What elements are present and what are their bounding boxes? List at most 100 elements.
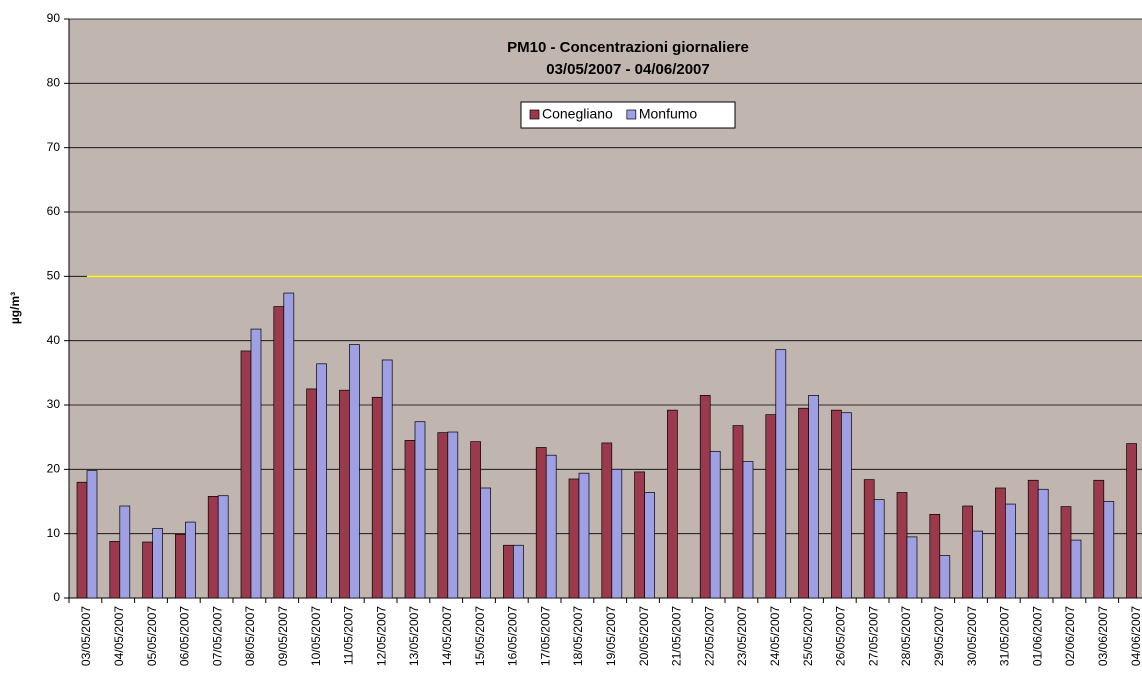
legend-swatch (626, 109, 637, 120)
x-tick-label: 23/05/2007 (735, 606, 749, 666)
x-tick-label: 21/05/2007 (670, 606, 684, 666)
x-tick-label: 31/05/2007 (998, 606, 1012, 666)
bar (119, 505, 131, 599)
bar (841, 412, 852, 599)
bar (568, 478, 580, 599)
x-tick-label: 08/05/2007 (243, 606, 257, 666)
y-tick-label: 70 (47, 140, 61, 154)
x-tick-label: 19/05/2007 (604, 606, 618, 666)
x-tick-label: 01/06/2007 (1030, 606, 1044, 666)
y-tick-label: 30 (47, 397, 61, 411)
legend-label: Conegliano (542, 106, 613, 122)
x-tick-label: 22/05/2007 (702, 606, 716, 666)
bar (873, 499, 885, 599)
bar (1126, 443, 1137, 599)
x-tick-label: 24/05/2007 (768, 606, 782, 666)
bar (929, 514, 941, 599)
bar (644, 492, 655, 599)
chart-title: PM10 - Concentrazioni giornaliere (507, 39, 749, 56)
bar (414, 421, 426, 599)
bar (535, 447, 547, 599)
bar (175, 533, 186, 599)
x-tick-label: 28/05/2007 (899, 606, 913, 666)
bar (1005, 503, 1016, 599)
bar (995, 487, 1006, 599)
bar (447, 431, 459, 599)
x-tick-label: 02/06/2007 (1063, 606, 1077, 666)
bar (1070, 539, 1082, 599)
bar (939, 555, 951, 599)
x-tick-label: 05/05/2007 (145, 606, 159, 666)
bar (1060, 506, 1072, 599)
bar (972, 530, 983, 599)
bar (667, 409, 678, 599)
bar (1037, 488, 1049, 599)
x-tick-label: 15/05/2007 (473, 606, 487, 666)
legend-swatch (529, 109, 540, 120)
x-tick-label: 25/05/2007 (801, 606, 815, 666)
bar (863, 479, 875, 599)
bar (283, 292, 295, 599)
bar (152, 528, 163, 599)
y-tick-label: 40 (47, 333, 61, 347)
y-tick-label: 0 (53, 590, 60, 604)
x-tick-label: 29/05/2007 (932, 606, 946, 666)
bar (404, 440, 416, 599)
bar (798, 407, 809, 599)
bar (1027, 479, 1039, 599)
bar (217, 495, 229, 599)
bar (775, 349, 787, 599)
bar (742, 461, 754, 599)
x-tick-label: 18/05/2007 (571, 606, 585, 666)
bar (503, 544, 514, 599)
y-axis-label: µg/m³ (8, 292, 22, 324)
bar (906, 536, 918, 599)
x-tick-label: 03/05/2007 (79, 606, 93, 666)
bar (142, 541, 153, 599)
x-tick-label: 16/05/2007 (506, 606, 520, 666)
bar (273, 306, 285, 599)
bar (76, 481, 88, 599)
x-tick-label: 14/05/2007 (440, 606, 454, 666)
y-tick-label: 80 (47, 76, 61, 90)
bar (634, 471, 645, 599)
bar (349, 344, 360, 599)
x-tick-label: 09/05/2007 (276, 606, 290, 666)
bar (306, 388, 317, 599)
bar (709, 450, 721, 599)
bar (381, 359, 393, 599)
x-tick-label: 13/05/2007 (407, 606, 421, 666)
bar (578, 472, 590, 599)
x-tick-label: 07/05/2007 (210, 606, 224, 666)
bar (611, 468, 623, 599)
x-tick-label: 11/05/2007 (342, 606, 356, 665)
bar (185, 521, 196, 599)
y-tick-label: 60 (47, 204, 61, 218)
y-tick-label: 50 (47, 269, 61, 283)
bar (470, 441, 481, 599)
bar (240, 350, 252, 599)
bar (1093, 479, 1105, 599)
bar (371, 396, 383, 599)
legend-label: Monfumo (639, 106, 698, 122)
bar (699, 395, 711, 599)
bar (962, 505, 973, 599)
bar (545, 454, 557, 599)
x-tick-label: 06/05/2007 (178, 606, 192, 666)
x-tick-label: 20/05/2007 (637, 606, 651, 666)
x-tick-label: 04/06/2007 (1129, 606, 1142, 666)
x-tick-label: 27/05/2007 (866, 606, 880, 666)
bar (437, 432, 449, 599)
bar (1103, 501, 1115, 599)
legend: Conegliano Monfumo (520, 101, 736, 129)
bar (480, 487, 491, 599)
bar (250, 328, 262, 599)
bar (601, 442, 613, 599)
bar (316, 363, 327, 599)
bar (207, 496, 219, 599)
x-tick-label: 10/05/2007 (309, 606, 323, 666)
bar (86, 470, 98, 599)
x-tick-label: 17/05/2007 (538, 606, 552, 666)
bar (513, 544, 524, 599)
